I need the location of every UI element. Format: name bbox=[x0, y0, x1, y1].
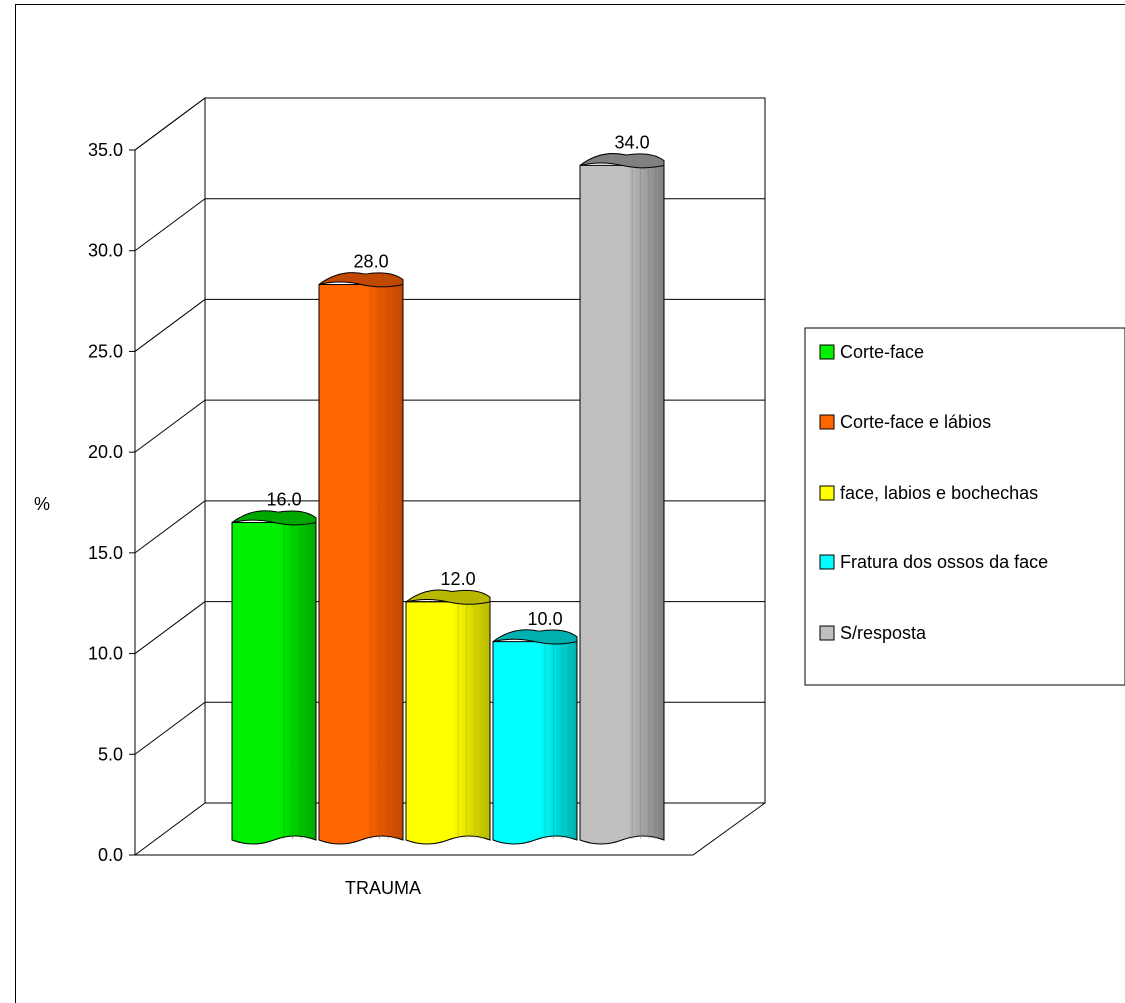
legend-label: Corte-face bbox=[840, 342, 924, 362]
bar-top bbox=[579, 153, 665, 169]
bar-top bbox=[405, 589, 491, 605]
tick-label: 0.0 bbox=[98, 845, 123, 865]
data-label: 34.0 bbox=[615, 133, 650, 153]
tick-label: 5.0 bbox=[98, 744, 123, 764]
bar-top bbox=[492, 629, 578, 645]
gridline-diagonal bbox=[134, 601, 206, 654]
bar bbox=[579, 153, 665, 845]
tick-label: 30.0 bbox=[88, 241, 123, 261]
bar-top bbox=[231, 510, 317, 526]
floor bbox=[135, 802, 766, 856]
gridline-diagonal bbox=[134, 198, 206, 252]
legend-swatch bbox=[819, 344, 835, 360]
data-labels: 16.0 28.0 12.0 10.0 34.0 bbox=[267, 133, 650, 629]
tick-label: 10.0 bbox=[88, 644, 123, 664]
legend-label: Fratura dos ossos da face bbox=[840, 552, 1048, 572]
y-axis-label: % bbox=[34, 494, 50, 514]
bars bbox=[231, 153, 665, 845]
data-label: 16.0 bbox=[267, 490, 302, 510]
tick-label: 15.0 bbox=[88, 543, 123, 563]
legend-label: S/resposta bbox=[840, 623, 927, 643]
legend-label: face, labios e bochechas bbox=[840, 483, 1038, 503]
data-label: 10.0 bbox=[528, 609, 563, 629]
gridline-diagonal bbox=[134, 299, 206, 352]
gridline-diagonal bbox=[134, 701, 206, 755]
legend-swatch bbox=[819, 554, 835, 570]
legend: Corte-face Corte-face e lábios face, labio… bbox=[804, 327, 1125, 686]
category-label: TRAUMA bbox=[345, 878, 421, 898]
data-label: 28.0 bbox=[354, 252, 389, 272]
gridline-diagonal bbox=[134, 500, 206, 554]
bar-body bbox=[231, 522, 317, 845]
data-label: 12.0 bbox=[441, 569, 476, 589]
bar-body bbox=[492, 641, 578, 845]
y-axis-ticks: 0.0 5.0 10.0 15.0 20.0 25.0 30.0 35.0 bbox=[88, 140, 135, 865]
tick-label: 35.0 bbox=[88, 140, 123, 160]
tick-label: 20.0 bbox=[88, 442, 123, 462]
legend-label: Corte-face e lábios bbox=[840, 412, 991, 432]
legend-box bbox=[804, 327, 1125, 686]
bar-body bbox=[405, 601, 491, 845]
bar bbox=[231, 510, 317, 845]
tick-label: 25.0 bbox=[88, 341, 123, 361]
bar-body bbox=[318, 283, 404, 845]
left-wall bbox=[134, 97, 206, 856]
legend-swatch bbox=[819, 485, 835, 501]
gridline-diagonal bbox=[134, 97, 206, 151]
legend-swatch bbox=[819, 625, 835, 641]
bar bbox=[405, 589, 491, 845]
gridline-diagonal bbox=[134, 399, 206, 453]
bar bbox=[318, 272, 404, 845]
legend-swatch bbox=[819, 414, 835, 430]
bar-body bbox=[579, 164, 665, 845]
bar-top bbox=[318, 272, 404, 288]
bar bbox=[492, 629, 578, 845]
